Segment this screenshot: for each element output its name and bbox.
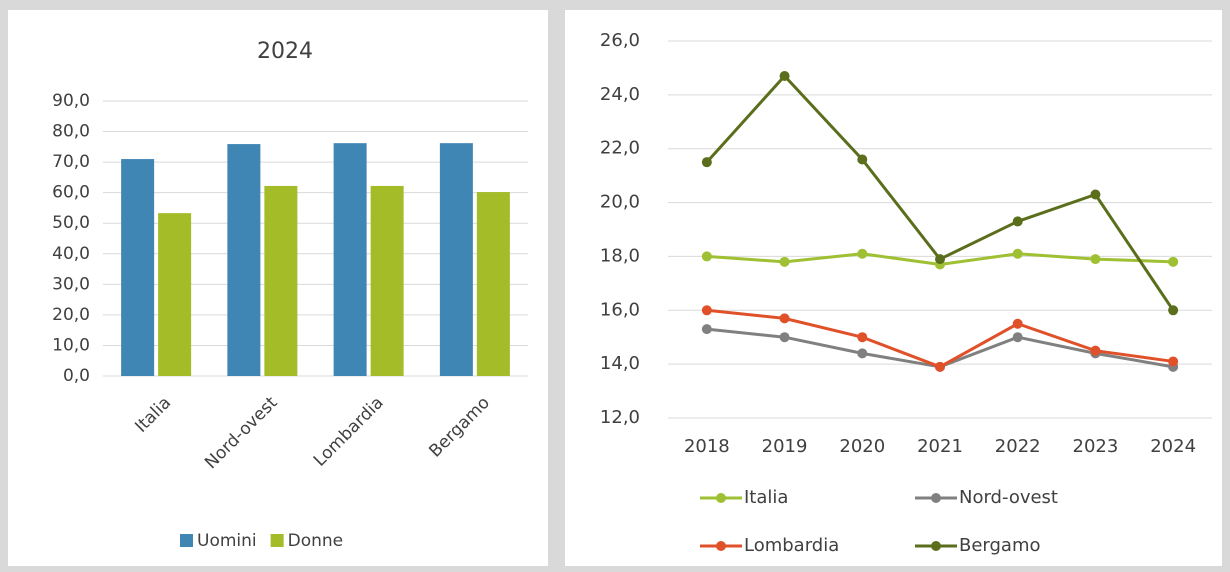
point (701, 157, 712, 168)
right-panel (565, 10, 1222, 566)
x-tick-label: 2020 (839, 436, 885, 457)
y-tick-label: 50,0 (52, 213, 90, 233)
y-tick-label: 18,0 (600, 245, 640, 266)
x-tick-label: 2021 (917, 436, 963, 457)
point (1090, 189, 1101, 200)
legend-label: Donne (288, 531, 344, 551)
x-tick-label: 2024 (1150, 436, 1196, 457)
point (935, 254, 945, 265)
bar (333, 143, 367, 376)
legend-label: Nord-ovest (959, 487, 1058, 508)
legend-marker (931, 541, 941, 551)
x-tick-label: 2023 (1073, 436, 1119, 457)
legend-label: Lombardia (744, 535, 839, 556)
legend-marker (931, 493, 941, 503)
y-tick-label: 26,0 (600, 30, 640, 51)
point (857, 248, 868, 259)
y-tick-label: 14,0 (600, 353, 640, 374)
bar (439, 143, 473, 376)
point (1012, 318, 1023, 329)
bar (227, 144, 261, 376)
y-tick-label: 10,0 (52, 335, 90, 355)
point (701, 324, 712, 335)
y-tick-label: 0,0 (63, 366, 90, 386)
y-tick-label: 20,0 (52, 305, 90, 325)
y-tick-label: 22,0 (600, 138, 640, 159)
point (701, 305, 712, 316)
bar (121, 159, 155, 376)
y-tick-label: 12,0 (600, 407, 640, 428)
legend-swatch (180, 534, 193, 547)
point (779, 313, 790, 324)
y-tick-label: 24,0 (600, 84, 640, 105)
y-tick-label: 70,0 (52, 152, 90, 172)
point (779, 256, 790, 267)
x-tick-label: 2022 (995, 436, 1041, 457)
point (779, 71, 790, 82)
point (935, 361, 945, 372)
chart-title: 2024 (257, 39, 313, 64)
legend-marker (716, 493, 726, 503)
point (1168, 305, 1179, 316)
legend-label: Uomini (197, 531, 257, 551)
point (1012, 332, 1023, 343)
point (701, 251, 712, 262)
y-tick-label: 90,0 (52, 91, 90, 111)
bar (158, 213, 192, 376)
point (1012, 248, 1023, 259)
y-tick-label: 40,0 (52, 244, 90, 264)
point (857, 348, 868, 359)
legend-label: Italia (744, 487, 788, 508)
y-tick-label: 60,0 (52, 183, 90, 203)
legend-marker (716, 541, 726, 551)
y-tick-label: 20,0 (600, 192, 640, 213)
x-tick-label: 2018 (684, 436, 730, 457)
point (857, 154, 868, 165)
point (857, 332, 868, 343)
point (1090, 254, 1101, 265)
point (1090, 345, 1101, 356)
legend-swatch (270, 534, 284, 547)
y-tick-label: 30,0 (52, 274, 90, 294)
bar (370, 185, 404, 376)
point (1168, 256, 1179, 267)
y-tick-label: 80,0 (52, 122, 90, 142)
bar (476, 192, 510, 376)
x-tick-label: 2019 (762, 436, 808, 457)
y-tick-label: 16,0 (600, 299, 640, 320)
point (1012, 216, 1023, 227)
legend-label: Bergamo (959, 535, 1041, 556)
bar (264, 185, 298, 376)
point (1168, 356, 1179, 367)
point (779, 332, 790, 343)
